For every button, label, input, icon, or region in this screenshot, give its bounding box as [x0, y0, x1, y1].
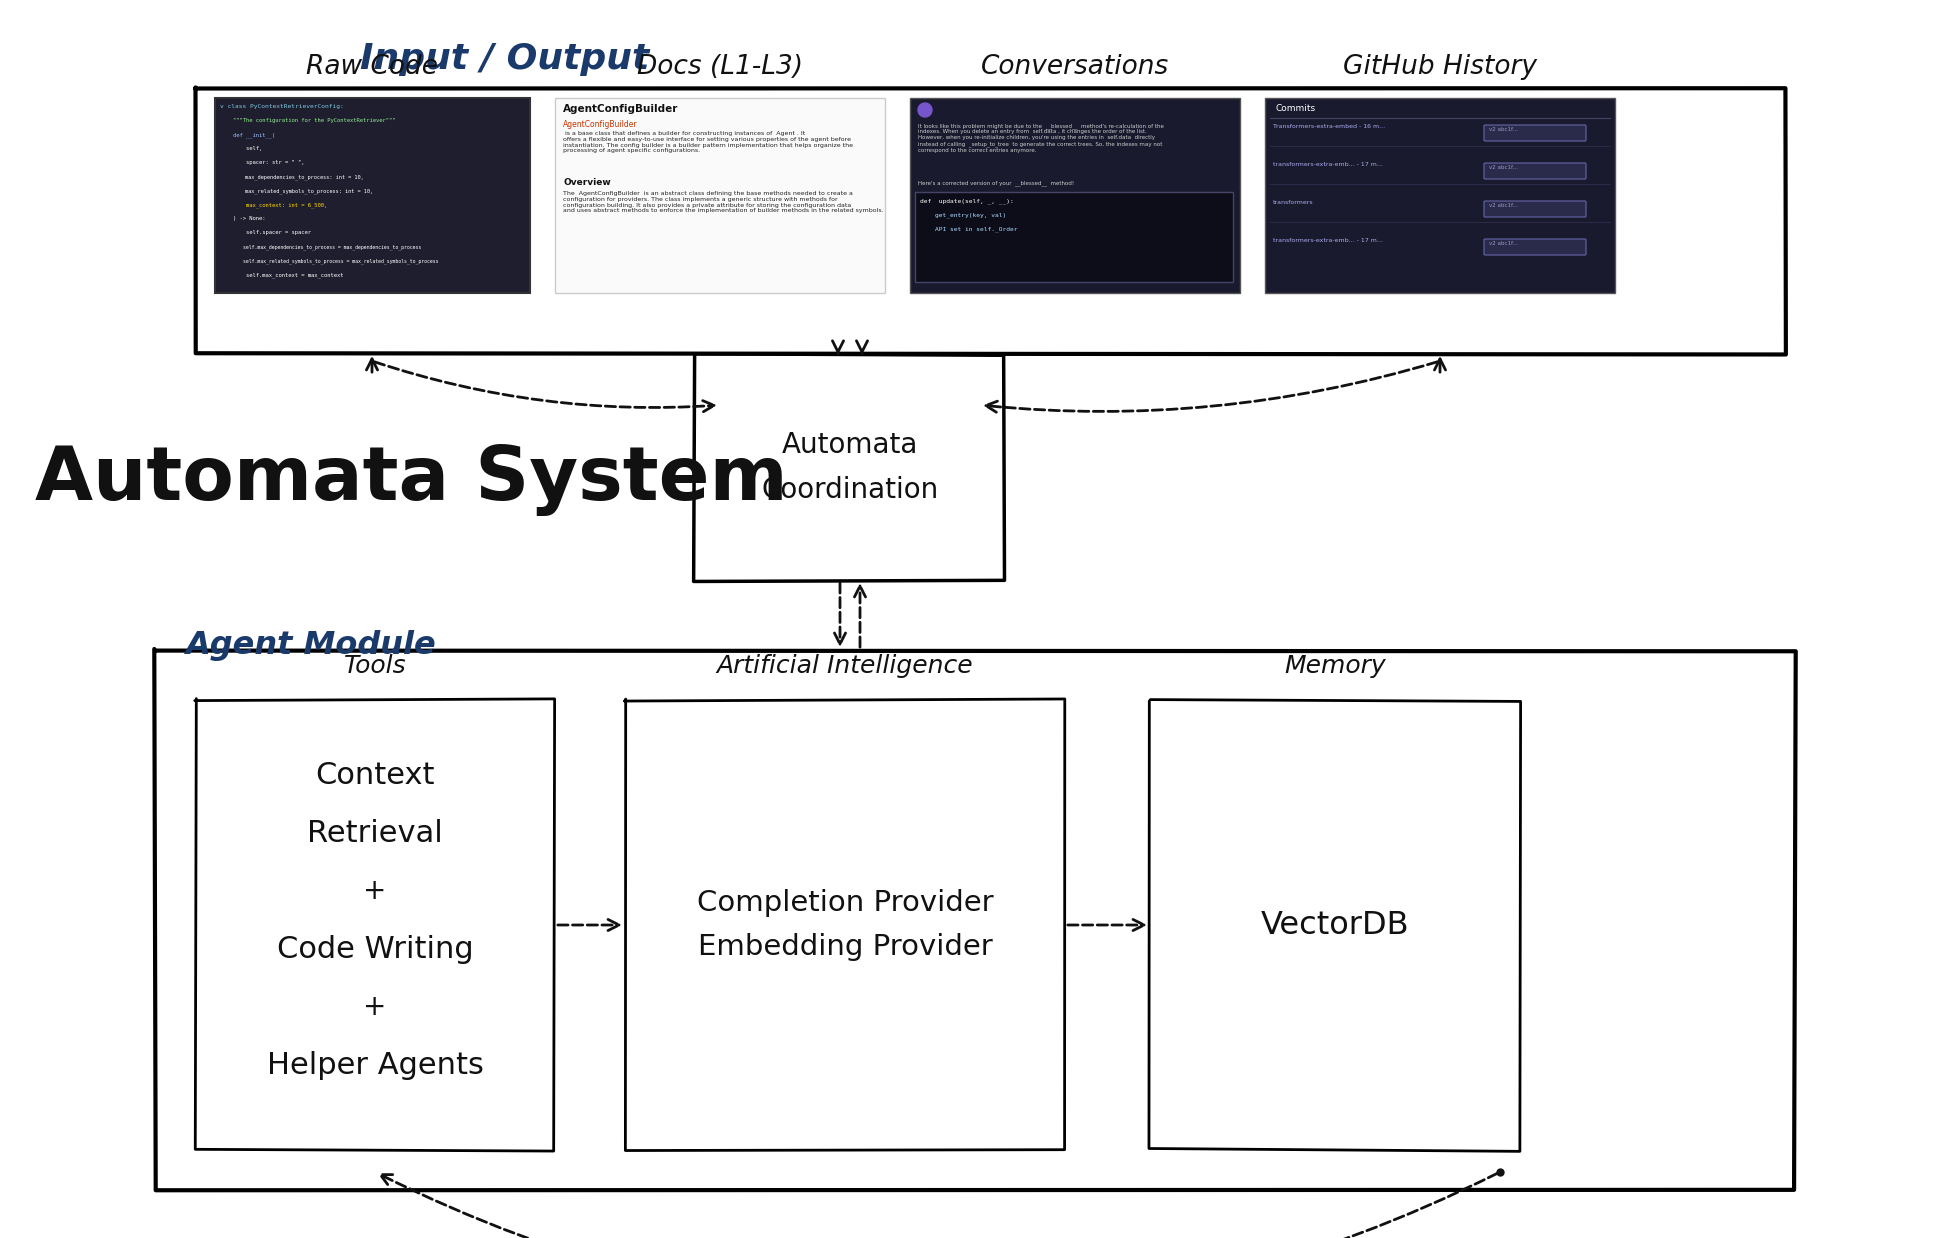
Text: AgentConfigBuilder: AgentConfigBuilder: [563, 104, 678, 114]
Text: v2 abc1f...: v2 abc1f...: [1490, 203, 1519, 208]
FancyBboxPatch shape: [1484, 125, 1587, 141]
Text: self.max_related_symbols_to_process = max_related_symbols_to_process: self.max_related_symbols_to_process = ma…: [219, 258, 439, 264]
Text: transformers-extra-emb... - 17 m...: transformers-extra-emb... - 17 m...: [1274, 162, 1383, 167]
Text: """The configuration for the PyContextRetriever""": """The configuration for the PyContextRe…: [219, 118, 396, 123]
Text: GitHub History: GitHub History: [1344, 54, 1536, 80]
Text: spacer: str = " ",: spacer: str = " ",: [219, 160, 305, 165]
Text: VectorDB: VectorDB: [1260, 910, 1410, 941]
Text: Transformers-extra-embed - 16 m...: Transformers-extra-embed - 16 m...: [1274, 124, 1385, 129]
Text: Memory: Memory: [1284, 654, 1387, 678]
Text: get_entry(key, val): get_entry(key, val): [921, 212, 1006, 218]
Text: v2 abc1f...: v2 abc1f...: [1490, 165, 1519, 170]
Text: Automata
Coordination: Automata Coordination: [761, 431, 938, 504]
Text: transformers: transformers: [1274, 201, 1313, 206]
Text: Retrieval: Retrieval: [307, 818, 443, 848]
Text: Commits: Commits: [1276, 104, 1315, 113]
Text: Completion Provider: Completion Provider: [697, 889, 992, 917]
Text: Docs (L1-L3): Docs (L1-L3): [637, 54, 802, 80]
Circle shape: [919, 103, 932, 118]
Text: max_dependencies_to_process: int = 10,: max_dependencies_to_process: int = 10,: [219, 175, 363, 180]
Text: API set in self._Order: API set in self._Order: [921, 227, 1018, 232]
Text: ) -> None:: ) -> None:: [219, 215, 266, 222]
Text: Tools: Tools: [344, 654, 406, 678]
FancyBboxPatch shape: [1484, 163, 1587, 180]
Text: self,: self,: [219, 146, 262, 151]
Text: Overview: Overview: [563, 178, 610, 187]
Text: Artificial Intelligence: Artificial Intelligence: [717, 654, 973, 678]
Text: self.max_context = max_context: self.max_context = max_context: [219, 272, 344, 277]
FancyBboxPatch shape: [911, 98, 1241, 293]
Text: max_related_symbols_to_process: int = 10,: max_related_symbols_to_process: int = 10…: [219, 188, 373, 193]
FancyBboxPatch shape: [915, 192, 1233, 282]
Text: Automata System: Automata System: [35, 443, 788, 516]
Text: Embedding Provider: Embedding Provider: [697, 933, 992, 961]
Text: It looks like this problem might be due to the  __blessed__  method's re-calcula: It looks like this problem might be due …: [919, 123, 1163, 152]
Text: max_context: int = 6_500,: max_context: int = 6_500,: [219, 202, 328, 208]
Text: self.spacer = spacer: self.spacer = spacer: [219, 230, 311, 235]
Text: transformers-extra-emb... - 17 m...: transformers-extra-emb... - 17 m...: [1274, 238, 1383, 243]
FancyBboxPatch shape: [1484, 201, 1587, 217]
Text: self.max_dependencies_to_process = max_dependencies_to_process: self.max_dependencies_to_process = max_d…: [219, 244, 421, 250]
FancyBboxPatch shape: [1264, 98, 1616, 293]
Text: def __init__(: def __init__(: [219, 132, 276, 137]
Text: def  update(self, _, __):: def update(self, _, __):: [921, 198, 1014, 203]
Text: Code Writing: Code Writing: [276, 935, 474, 963]
Text: v2 abc1f...: v2 abc1f...: [1490, 128, 1519, 132]
Text: +: +: [363, 993, 386, 1021]
Text: Conversations: Conversations: [981, 54, 1169, 80]
Text: Input / Output: Input / Output: [359, 42, 649, 76]
FancyBboxPatch shape: [1484, 239, 1587, 255]
Text: Context: Context: [315, 760, 435, 790]
Text: Agent Module: Agent Module: [184, 630, 435, 661]
Text: v class PyContextRetrieverConfig:: v class PyContextRetrieverConfig:: [219, 104, 344, 109]
Text: v2 abc1f...: v2 abc1f...: [1490, 241, 1519, 246]
Text: is a base class that defines a builder for constructing instances of  Agent . It: is a base class that defines a builder f…: [563, 131, 853, 154]
Text: Helper Agents: Helper Agents: [266, 1051, 484, 1080]
Text: AgentConfigBuilder: AgentConfigBuilder: [563, 120, 637, 129]
Text: The  AgentConfigBuilder  is an abstract class defining the base methods needed t: The AgentConfigBuilder is an abstract cl…: [563, 191, 884, 213]
FancyBboxPatch shape: [216, 98, 530, 293]
FancyBboxPatch shape: [555, 98, 886, 293]
Text: Raw Code: Raw Code: [307, 54, 439, 80]
Text: +: +: [363, 877, 386, 905]
Text: Here's a corrected version of your  __blessed__  method!: Here's a corrected version of your __ble…: [919, 180, 1074, 186]
